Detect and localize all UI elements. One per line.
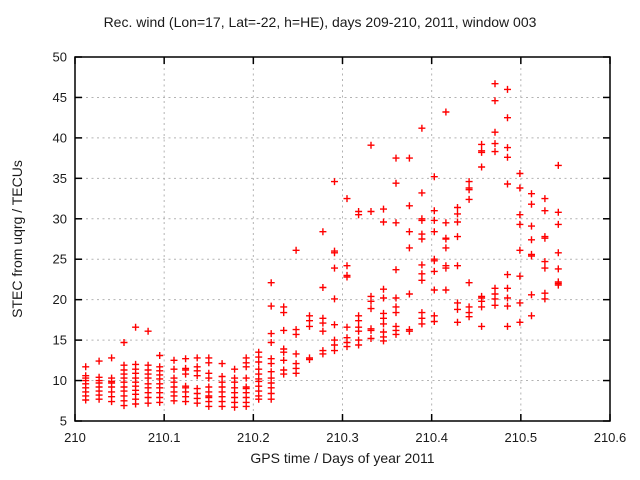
y-tick-label: 15 [53, 333, 67, 348]
y-axis-label: STEC from uqrg / TECUs [9, 160, 25, 318]
x-tick-label: 210.3 [326, 430, 359, 445]
y-tick-label: 45 [53, 90, 67, 105]
x-tick-label: 210.2 [237, 430, 270, 445]
y-tick-label: 30 [53, 211, 67, 226]
y-tick-label: 40 [53, 130, 67, 145]
chart-title: Rec. wind (Lon=17, Lat=-22, h=HE), days … [103, 14, 537, 30]
y-tick-label: 20 [53, 292, 67, 307]
y-tick-label: 10 [53, 373, 67, 388]
x-axis-label: GPS time / Days of year 2011 [250, 450, 435, 466]
y-tick-label: 25 [53, 252, 67, 267]
y-tick-label: 50 [53, 50, 67, 65]
y-tick-labels: 5 10 15 20 25 30 35 40 45 50 [53, 50, 67, 429]
plot-border [74, 56, 611, 422]
y-tick-label: 5 [60, 414, 67, 429]
x-tick-label: 210 [64, 430, 86, 445]
gridlines [75, 57, 610, 421]
x-tick-labels: 210 210.1 210.2 210.3 210.4 210.5 210.6 [64, 430, 626, 445]
scatter-points [82, 80, 562, 411]
y-tick-label: 35 [53, 171, 67, 186]
x-tick-label: 210.1 [148, 430, 181, 445]
x-tick-label: 210.6 [594, 430, 627, 445]
x-tick-label: 210.4 [415, 430, 448, 445]
x-tick-label: 210.5 [505, 430, 538, 445]
